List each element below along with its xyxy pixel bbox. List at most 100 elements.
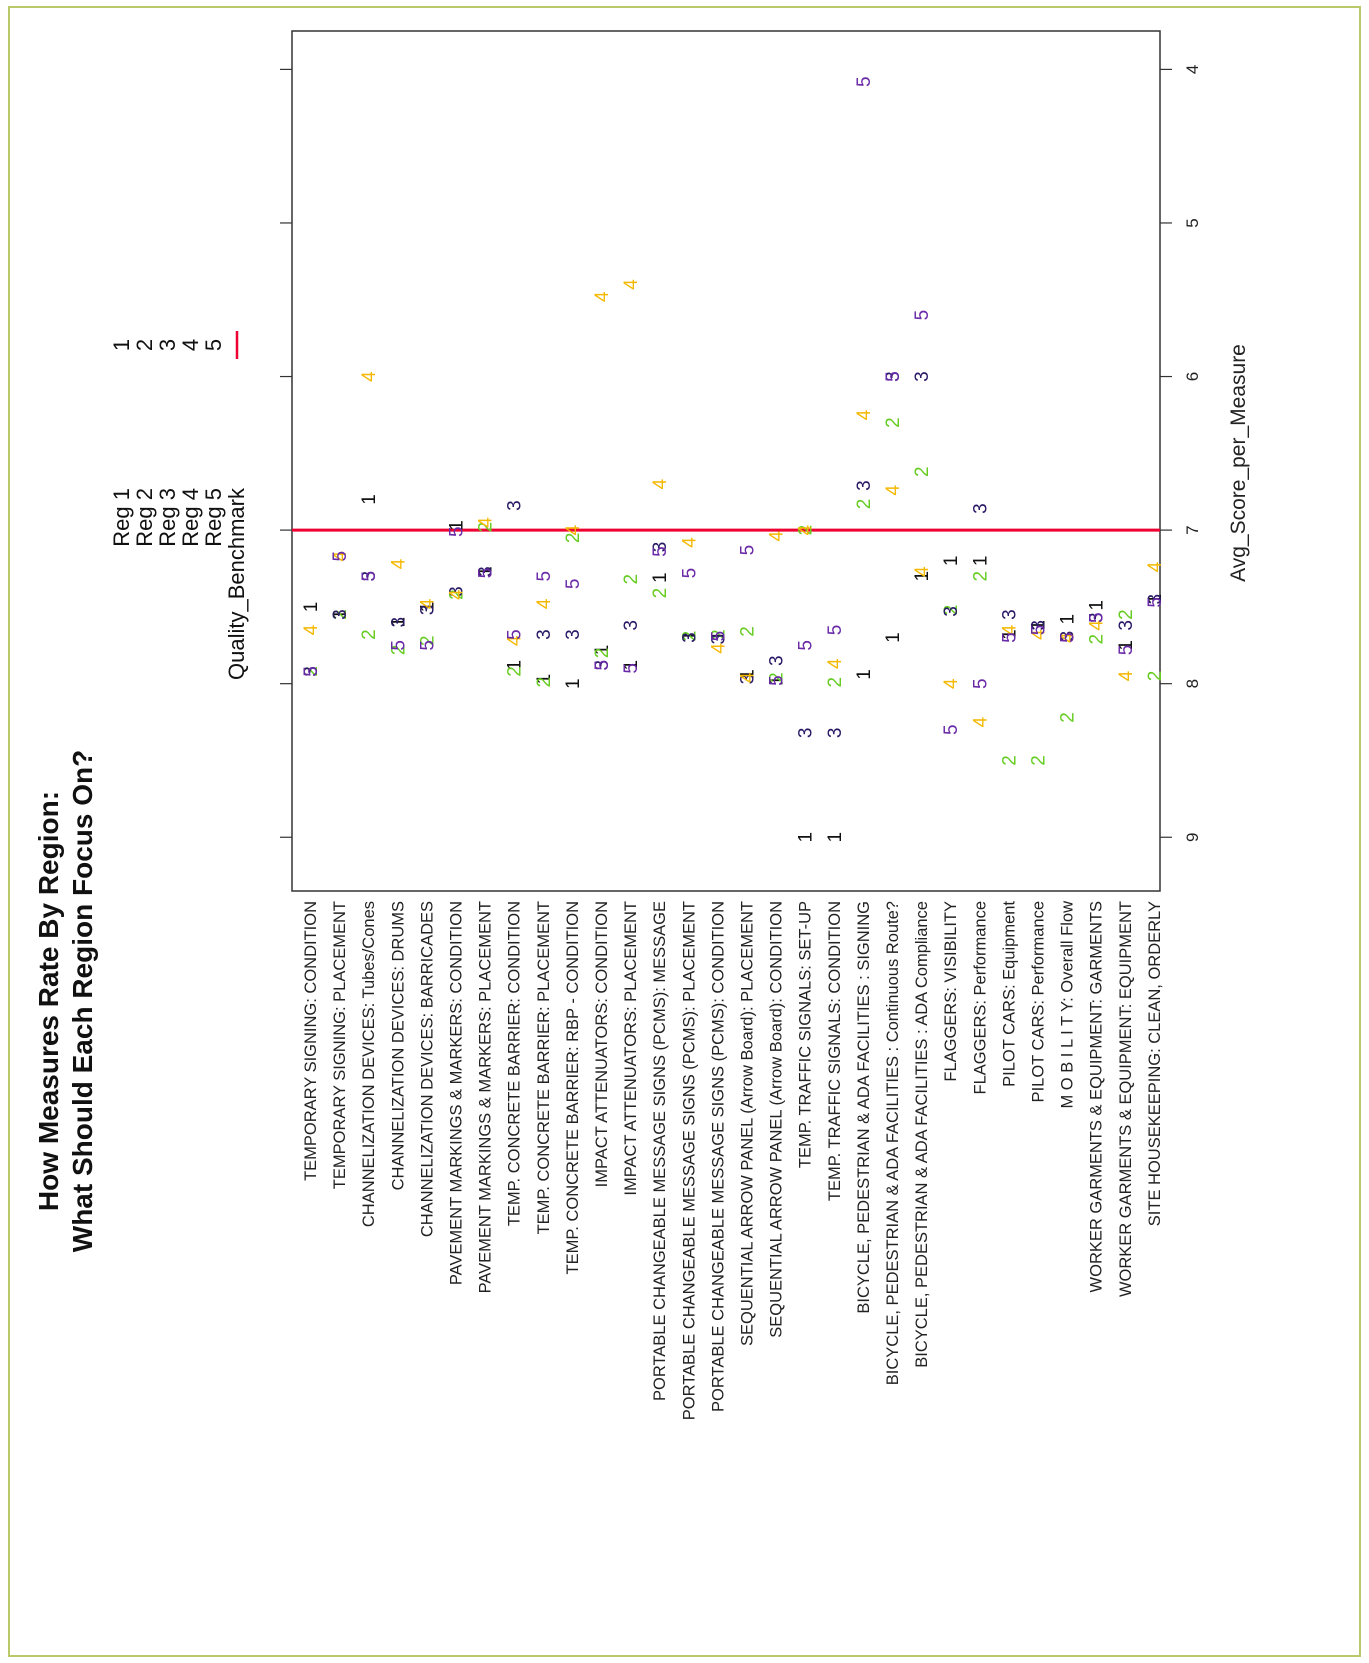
data-point: 1 bbox=[592, 645, 613, 656]
data-point: 4 bbox=[679, 537, 700, 548]
data-point: 2 bbox=[738, 626, 759, 637]
data-point: 1 bbox=[825, 832, 846, 843]
data-point: 2 bbox=[1145, 671, 1166, 682]
data-point: 5 bbox=[359, 571, 380, 582]
y-tick-label: 7 bbox=[1183, 525, 1202, 534]
data-point: 2 bbox=[359, 629, 380, 640]
y-tick-label: 5 bbox=[1183, 218, 1202, 227]
legend-swatch-symbol: 4 bbox=[178, 339, 203, 351]
data-point: 4 bbox=[912, 566, 933, 577]
data-point: 1 bbox=[1145, 594, 1166, 605]
data-point: 1 bbox=[650, 572, 671, 583]
y-axis-label: Avg_Score_per_Measure bbox=[1227, 344, 1250, 582]
data-point: 1 bbox=[534, 674, 555, 685]
data-point: 1 bbox=[738, 669, 759, 680]
category-label: M O B I L I T Y: Overall Flow bbox=[1059, 901, 1077, 1109]
legend-label: Reg 1 bbox=[109, 488, 134, 547]
data-point: 4 bbox=[1116, 670, 1137, 681]
data-point: 2 bbox=[388, 645, 409, 656]
data-point: 2 bbox=[621, 574, 642, 585]
data-point: 1 bbox=[883, 632, 904, 643]
data-point: 2 bbox=[970, 571, 991, 582]
data-point: 5 bbox=[388, 640, 409, 651]
data-point: 4 bbox=[330, 551, 351, 562]
data-point: 2 bbox=[563, 532, 584, 543]
data-point: 3 bbox=[825, 728, 846, 739]
data-point: 3 bbox=[679, 632, 700, 643]
data-point: 1 bbox=[912, 571, 933, 582]
category-label: SEQUENTIAL ARROW PANEL (Arrow Board): PL… bbox=[739, 901, 757, 1346]
category-label: PAVEMENT MARKINGS & MARKERS: PLACEMENT bbox=[477, 901, 495, 1293]
category-label: PORTABLE CHANGEABLE MESSAGE SIGNS (PCMS)… bbox=[709, 901, 727, 1412]
data-point: 3 bbox=[738, 674, 759, 685]
data-point: 5 bbox=[738, 545, 759, 556]
data-point: 2 bbox=[1058, 712, 1079, 723]
data-point: 2 bbox=[1087, 634, 1108, 645]
category-label: IMPACT ATTENUATORS: CONDITION bbox=[593, 901, 611, 1187]
data-point: 4 bbox=[1058, 632, 1079, 643]
data-point: 5 bbox=[505, 629, 526, 640]
data-point: 3 bbox=[1029, 620, 1050, 631]
data-point: 4 bbox=[417, 598, 438, 609]
y-tick-label: 9 bbox=[1183, 833, 1202, 842]
category-label: TEMP. CONCRETE BARRIER: PLACEMENT bbox=[535, 901, 553, 1234]
data-point: 1 bbox=[301, 602, 322, 613]
data-point: 4 bbox=[708, 643, 729, 654]
plot-area bbox=[291, 30, 1161, 892]
category-label: WORKER GARMENTS & EQUIPMENT: GARMENTS bbox=[1088, 901, 1106, 1292]
legend-label: Reg 4 bbox=[178, 488, 203, 547]
data-point: 4 bbox=[505, 635, 526, 646]
data-point: 2 bbox=[417, 635, 438, 646]
data-point: 2 bbox=[1116, 609, 1137, 620]
data-point: 4 bbox=[621, 279, 642, 290]
data-point: 4 bbox=[534, 598, 555, 609]
data-point: 1 bbox=[679, 631, 700, 642]
data-point: 3 bbox=[854, 480, 875, 491]
data-point: 3 bbox=[417, 605, 438, 616]
chart-title: How Measures Rate By Region: bbox=[33, 791, 64, 1211]
data-point: 3 bbox=[912, 371, 933, 382]
data-point: 1 bbox=[476, 566, 497, 577]
data-point: 5 bbox=[1058, 632, 1079, 643]
category-label: BICYCLE, PEDESTRIAN & ADA FACILITIES : A… bbox=[913, 901, 931, 1368]
data-point: 4 bbox=[359, 371, 380, 382]
data-point: 3 bbox=[767, 655, 788, 666]
data-point: 1 bbox=[563, 678, 584, 689]
data-point: 4 bbox=[592, 291, 613, 302]
data-point: 5 bbox=[912, 310, 933, 321]
data-point: 3 bbox=[1116, 620, 1137, 631]
data-point: 3 bbox=[447, 586, 468, 597]
data-point: 2 bbox=[505, 666, 526, 677]
category-label: IMPACT ATTENUATORS: PLACEMENT bbox=[622, 901, 640, 1196]
data-point: 3 bbox=[941, 606, 962, 617]
data-point: 5 bbox=[447, 526, 468, 537]
data-point: 1 bbox=[970, 556, 991, 567]
category-label: BICYCLE, PEDESTRIAN & ADA FACILITIES : S… bbox=[855, 901, 873, 1314]
category-label: TEMP. TRAFFIC SIGNALS: CONDITION bbox=[826, 901, 844, 1201]
data-point: 1 bbox=[1029, 620, 1050, 631]
category-label: WORKER GARMENTS & EQUIPMENT: EQUIPMENT bbox=[1117, 901, 1135, 1297]
data-point: 2 bbox=[999, 755, 1020, 766]
data-point: 2 bbox=[476, 522, 497, 533]
data-point: 5 bbox=[854, 76, 875, 87]
category-label: TEMPORARY SIGNING: PLACEMENT bbox=[331, 901, 349, 1189]
data-point: 3 bbox=[999, 609, 1020, 620]
data-point: 2 bbox=[825, 677, 846, 688]
data-point: 4 bbox=[476, 517, 497, 528]
data-point: 3 bbox=[388, 617, 409, 628]
data-point: 4 bbox=[650, 478, 671, 489]
data-point: 2 bbox=[854, 499, 875, 510]
data-point: 4 bbox=[563, 524, 584, 535]
data-point: 5 bbox=[330, 551, 351, 562]
data-point: 1 bbox=[1087, 600, 1108, 611]
data-point: 5 bbox=[941, 724, 962, 735]
data-point: 4 bbox=[447, 589, 468, 600]
data-point: 3 bbox=[708, 634, 729, 645]
data-point: 2 bbox=[941, 605, 962, 616]
y-tick-label: 4 bbox=[1183, 65, 1202, 74]
data-point: 5 bbox=[1145, 597, 1166, 608]
data-point: 5 bbox=[825, 625, 846, 636]
data-point: 3 bbox=[970, 503, 991, 514]
